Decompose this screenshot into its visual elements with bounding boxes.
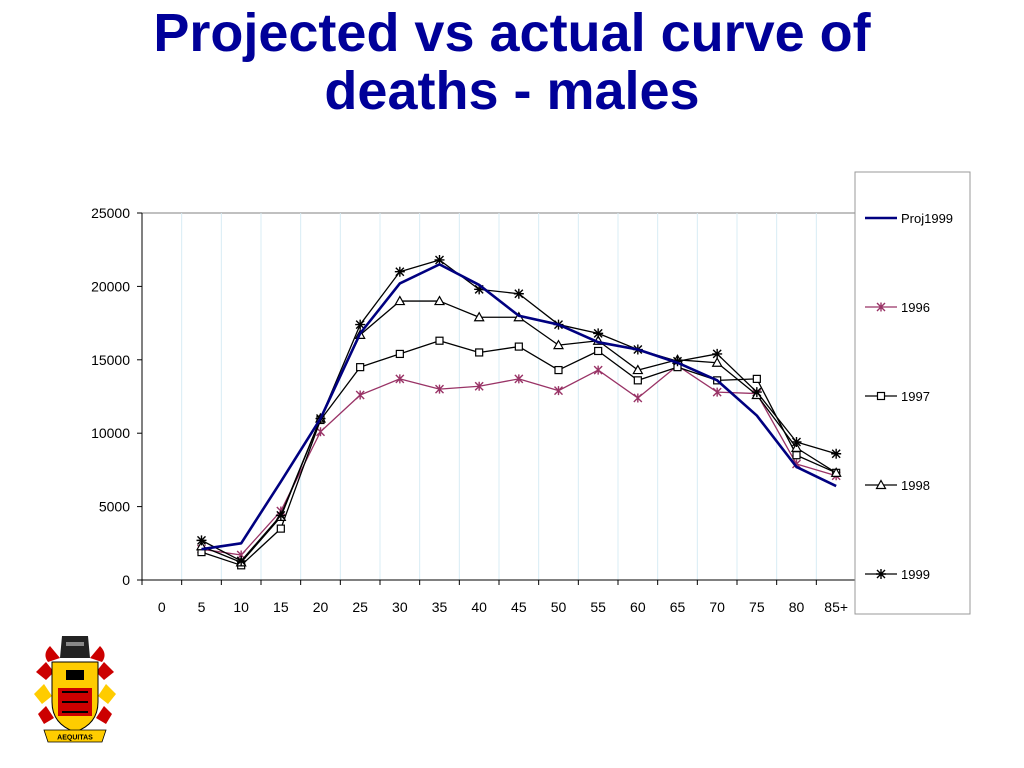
data-point-1997 <box>276 524 285 533</box>
x-tick-label: 50 <box>551 599 567 615</box>
legend-marker-1996 <box>876 302 886 312</box>
legend-item-proj1999: Proj1999 <box>865 211 953 226</box>
data-point-1999 <box>513 288 524 299</box>
legend-marker-1999 <box>876 569 886 579</box>
data-point-1999 <box>236 555 247 566</box>
x-tick-label: 65 <box>670 599 686 615</box>
data-point-1998 <box>711 357 723 367</box>
x-tick-label: 45 <box>511 599 527 615</box>
x-tick-label: 40 <box>471 599 487 615</box>
data-point-1997 <box>475 348 484 357</box>
data-point-1996 <box>633 393 643 403</box>
data-point-1997 <box>752 374 761 383</box>
x-tick-label: 25 <box>352 599 368 615</box>
legend-label-proj1999: Proj1999 <box>901 211 953 226</box>
legend-marker-1998 <box>875 479 887 490</box>
title-line-1: Projected vs actual curve of <box>153 3 871 63</box>
y-tick-label: 10000 <box>91 425 130 441</box>
data-point-1998 <box>830 467 842 477</box>
data-point-1999 <box>751 387 762 398</box>
legend-label-1996: 1996 <box>901 300 930 315</box>
x-tick-label: 10 <box>233 599 249 615</box>
data-point-1999 <box>275 510 286 521</box>
x-tick-label: 80 <box>789 599 805 615</box>
y-tick-label: 15000 <box>91 352 130 368</box>
data-point-1997 <box>554 365 563 375</box>
data-point-1999 <box>196 535 207 546</box>
data-point-1996 <box>355 390 365 400</box>
data-point-1998 <box>433 295 446 306</box>
data-point-1996 <box>593 365 603 375</box>
legend-item-1998: 1998 <box>865 478 930 493</box>
legend: Proj1999 1996 1997 1998 1999 <box>854 171 971 615</box>
x-tick-label: 55 <box>590 599 606 615</box>
crest-helmet <box>45 636 105 662</box>
crest-logo: AEQUITAS <box>34 636 116 743</box>
x-tick-label: 70 <box>709 599 725 615</box>
data-point-1998 <box>394 295 406 306</box>
legend-item-1997: 1997 <box>865 389 930 404</box>
data-point-1998 <box>790 442 803 452</box>
title-line-2: deaths - males <box>324 61 700 121</box>
legend-label-1997: 1997 <box>901 389 930 404</box>
data-point-1997 <box>395 349 404 359</box>
legend-marker-1997 <box>876 391 886 401</box>
data-point-1997 <box>792 451 801 460</box>
data-point-1999 <box>593 328 604 339</box>
data-point-1998 <box>632 364 644 375</box>
page-title: Projected vs actual curve of deaths - ma… <box>0 4 1024 120</box>
x-tick-label: 30 <box>392 599 408 615</box>
line-chart: 0 5000 10000 15000 20000 25000 0 5 10 15 20 25 30 35 4… <box>91 171 971 615</box>
data-point-1996 <box>395 374 405 384</box>
legend-item-1999: 1999 <box>865 567 930 582</box>
data-point-1997 <box>435 336 444 345</box>
x-tick-label: 5 <box>198 599 206 615</box>
data-point-1996 <box>435 384 444 394</box>
x-tick-label: 0 <box>158 599 166 615</box>
data-point-1999 <box>355 319 366 330</box>
data-point-1996 <box>474 381 484 391</box>
x-tick-label: 85+ <box>824 599 848 615</box>
data-point-1998 <box>552 339 565 350</box>
series-line-proj1999 <box>201 263 837 551</box>
crest-motto-banner: AEQUITAS <box>43 729 107 743</box>
data-point-1999 <box>672 356 683 367</box>
y-tick-label: 25000 <box>91 205 130 221</box>
data-point-1999 <box>434 254 445 265</box>
legend-item-1996: 1996 <box>865 300 930 315</box>
legend-label-1998: 1998 <box>901 478 930 493</box>
series-proj1999 <box>201 263 837 551</box>
y-tick-label: 20000 <box>91 278 130 294</box>
data-point-1997 <box>514 342 523 351</box>
data-point-1999 <box>394 266 405 277</box>
x-tick-label: 60 <box>630 599 646 615</box>
data-point-1998 <box>473 311 485 322</box>
crest-mantling <box>34 662 116 724</box>
x-tick-label: 20 <box>313 599 329 615</box>
x-tick-label: 35 <box>432 599 448 615</box>
data-point-1996 <box>712 387 722 397</box>
data-point-1999 <box>712 348 723 359</box>
data-point-1996 <box>554 386 563 396</box>
data-point-1999 <box>791 437 802 448</box>
y-tick-label: 0 <box>122 572 130 588</box>
crest-motto: AEQUITAS <box>57 735 93 742</box>
data-point-1997 <box>633 376 642 385</box>
data-point-1997 <box>356 363 365 372</box>
data-point-1997 <box>594 346 603 356</box>
y-tick-label: 5000 <box>99 499 130 515</box>
legend-box <box>854 171 971 615</box>
data-point-1999 <box>474 284 485 295</box>
crest-shield <box>51 661 99 733</box>
x-tick-label: 15 <box>273 599 289 615</box>
x-tick-label: 75 <box>749 599 765 615</box>
data-point-1996 <box>514 374 524 384</box>
legend-label-1999: 1999 <box>901 567 930 582</box>
data-point-1999 <box>831 448 842 459</box>
